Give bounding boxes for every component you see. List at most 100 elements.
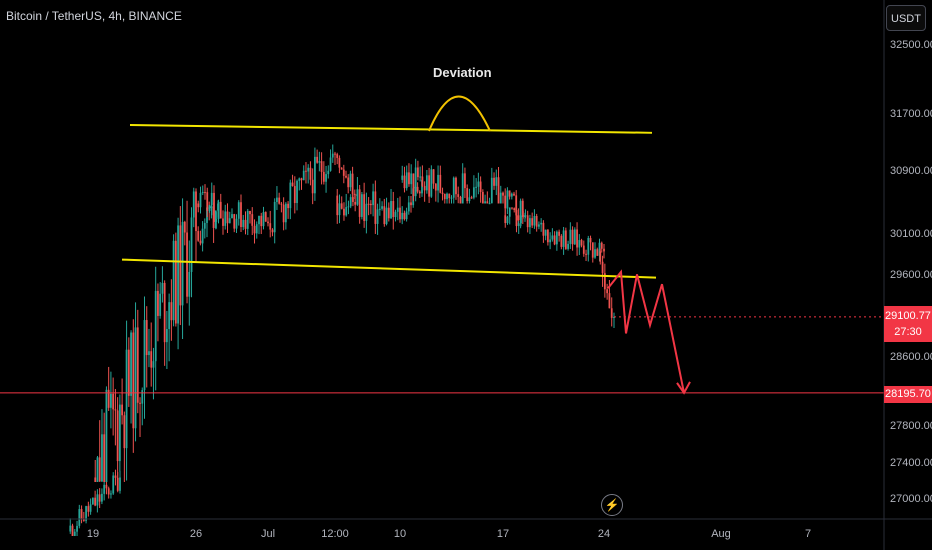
candle-up (394, 209, 397, 222)
candle-body (302, 170, 305, 181)
candle-body (165, 329, 168, 343)
candle-body (127, 349, 130, 396)
candle-up (378, 198, 381, 216)
candle-down (98, 488, 101, 509)
candle-down (354, 194, 357, 212)
candle-body (589, 237, 592, 243)
candle-down (305, 162, 307, 184)
candle-down (157, 283, 159, 342)
candle-down (320, 152, 323, 185)
candle-down (599, 248, 602, 265)
candle-up (201, 185, 204, 196)
candle-body (143, 320, 146, 391)
candle-up (594, 242, 596, 259)
candle-body (210, 192, 213, 206)
candle-body (573, 229, 576, 245)
candle-up (262, 206, 265, 230)
candle-body (401, 212, 404, 220)
candle-up (495, 169, 498, 196)
candle-down (470, 195, 473, 199)
candle-up (208, 204, 211, 213)
candle-up (573, 227, 576, 245)
candle-up (419, 166, 422, 182)
candle-body (562, 230, 565, 247)
candle-down (316, 149, 319, 164)
candle-body (349, 197, 352, 207)
candle-down (580, 238, 583, 248)
candle-up (181, 198, 184, 339)
candle-body (567, 243, 569, 249)
candle-body (278, 197, 281, 204)
candle-body (410, 173, 413, 185)
candle-down (219, 193, 222, 219)
candle-body (226, 211, 229, 224)
candle-down (403, 210, 406, 221)
candle-body (322, 171, 325, 182)
time-axis-label: 19 (86, 528, 100, 540)
candle-up (69, 518, 72, 534)
candle-up (349, 194, 352, 209)
candle-up (154, 266, 157, 391)
candle-body (101, 493, 103, 502)
candle-body (603, 248, 605, 252)
candle-down (222, 210, 224, 235)
candle-body (134, 327, 137, 429)
candle-up (488, 197, 491, 205)
candle-body (416, 186, 419, 192)
candle-body (529, 218, 531, 228)
candle-down (589, 235, 592, 251)
currency-button[interactable]: USDT (886, 5, 926, 31)
candle-down (114, 469, 117, 486)
candle-down (82, 511, 85, 522)
candle-body (376, 209, 379, 224)
candle-body (392, 201, 395, 218)
candle-body (208, 205, 211, 211)
candle-down (278, 192, 281, 205)
candle-body (535, 215, 538, 227)
candle-down (585, 249, 587, 261)
candle-down (596, 247, 599, 257)
candle-body (94, 477, 97, 482)
candle-up (452, 176, 455, 204)
candle-body (82, 518, 85, 521)
candle-up (405, 165, 408, 191)
candle-body (582, 245, 585, 254)
candle-up (329, 149, 332, 172)
candle-body (132, 332, 135, 429)
candle-body (204, 192, 206, 194)
candle-up (203, 218, 206, 239)
candle-body (468, 197, 471, 202)
candle-body (515, 195, 518, 216)
candle-up (325, 165, 327, 193)
candle-body (606, 289, 609, 294)
candle-up (152, 347, 155, 400)
candle-body (410, 202, 412, 206)
bolt-icon[interactable]: ⚡ (601, 494, 623, 516)
candle-body (282, 204, 285, 223)
candle-body (338, 157, 341, 168)
candle-up (533, 209, 536, 229)
candle-up (284, 202, 287, 230)
candle-down (603, 263, 606, 298)
candle-body (76, 525, 78, 532)
candle-up (119, 470, 121, 494)
candle-down (515, 207, 518, 233)
candle-body (555, 231, 558, 245)
candle-up (555, 230, 558, 251)
candle-down (582, 240, 585, 257)
time-axis-label: 10 (393, 528, 407, 540)
candle-up (461, 163, 464, 204)
candle-body (116, 410, 119, 462)
candle-body (479, 181, 482, 192)
candle-up (168, 293, 171, 362)
candle-up (356, 177, 359, 206)
candle-body (542, 222, 545, 236)
candle-body (269, 223, 272, 230)
candle-up (524, 209, 527, 219)
candle-down (340, 167, 343, 170)
candle-down (271, 228, 274, 237)
candle-down (432, 169, 435, 189)
candle-body (464, 173, 466, 189)
candle-body (217, 201, 220, 220)
